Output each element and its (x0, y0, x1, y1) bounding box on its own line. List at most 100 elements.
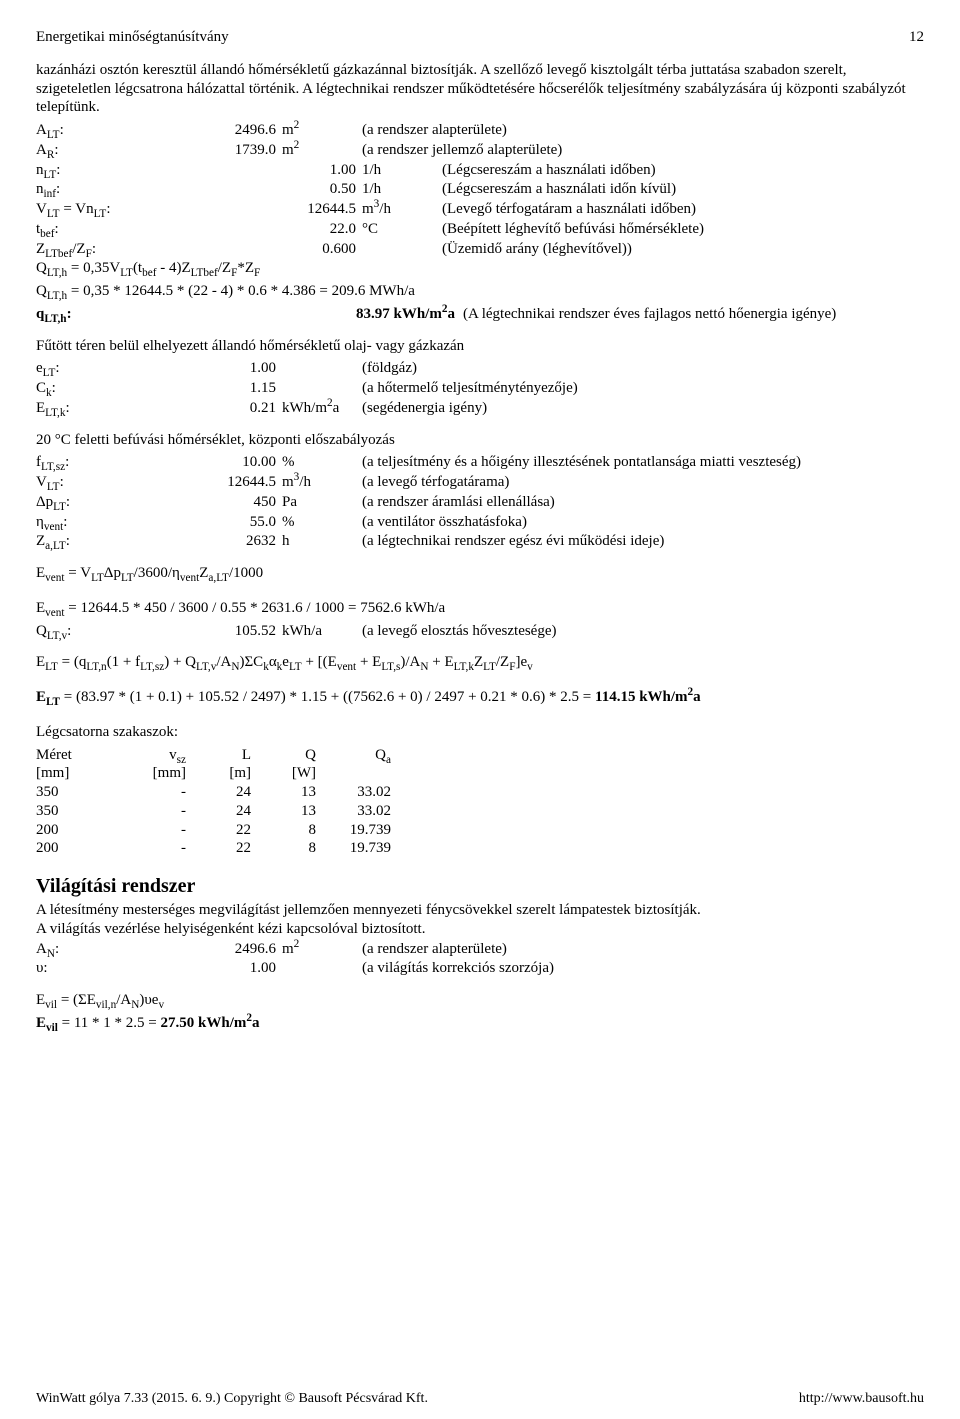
tbef-desc: (Beépített léghevítő befúvási hőmérsékle… (442, 220, 924, 239)
evil-eq1: Evil = (ΣEvil,n/AN)υev (36, 991, 924, 1010)
nvent-label: ηvent: (36, 513, 156, 532)
vlt-label: VLT = VnLT: (36, 200, 156, 219)
zalt-value: 2632 (156, 532, 282, 551)
dplt-desc: (a rendszer áramlási ellenállása) (362, 493, 924, 512)
unit-meret: [mm] (36, 764, 116, 783)
cell: 22 (196, 821, 261, 840)
cell: 13 (261, 802, 326, 821)
elt-eq: ELT = (qLT,n(1 + fLT,sz) + QLT,v/AN)ΣCkα… (36, 653, 924, 672)
ck-value: 1.15 (156, 379, 282, 398)
eltk-value: 0.21 (156, 399, 282, 418)
cell: 350 (36, 783, 116, 802)
event-eq2: Event = 12644.5 * 450 / 3600 / 0.55 * 26… (36, 599, 924, 618)
cell: 24 (196, 802, 261, 821)
table-row: [mm] [mm] [m] [W] (36, 764, 401, 783)
bef-title: 20 °C feletti befúvási hőmérséklet, közp… (36, 431, 924, 450)
nvent-value: 55.0 (156, 513, 282, 532)
qltv-unit: kWh/a (282, 622, 362, 641)
cell: 24 (196, 783, 261, 802)
qlth-eq1: QLT,h = 0,35VLT(tbef - 4)ZLTbef/ZF*ZF (36, 259, 924, 278)
table-row: 350-241333.02 (36, 783, 401, 802)
table-row: 200-22819.739 (36, 839, 401, 858)
unit-l: [m] (196, 764, 261, 783)
fltsz-value: 10.00 (156, 453, 282, 472)
table-row: 200-22819.739 (36, 821, 401, 840)
cell: 200 (36, 821, 116, 840)
col-meret: Méret (36, 746, 116, 765)
cell: - (116, 821, 196, 840)
nvent-unit: % (282, 513, 362, 532)
nlt-value: 1.00 (156, 161, 362, 180)
cell: 19.739 (326, 821, 401, 840)
cell: 8 (261, 839, 326, 858)
duct-table: Méret vsz L Q Qa [mm] [mm] [m] [W] 350-2… (36, 746, 401, 859)
v-desc: (a világítás korrekciós szorzója) (362, 959, 924, 978)
an-desc: (a rendszer alapterülete) (362, 940, 924, 959)
cell: 200 (36, 839, 116, 858)
ar-label: AR: (36, 141, 156, 160)
cell: 13 (261, 783, 326, 802)
qlth-desc: (A légtechnikai rendszer éves fajlagos n… (455, 305, 836, 324)
kazan-title: Fűtött téren belül elhelyezett állandó h… (36, 337, 924, 356)
alt-value: 2496.6 (156, 121, 282, 140)
ar-desc: (a rendszer jellemző alapterülete) (362, 141, 924, 160)
alt-unit: m2 (282, 121, 362, 140)
ninf-value: 0.50 (156, 180, 362, 199)
cell: 19.739 (326, 839, 401, 858)
col-qa: Qa (326, 746, 401, 765)
duct-title: Légcsatorna szakaszok: (36, 723, 924, 742)
evil-eq2: Evil = 11 * 1 * 2.5 = 27.50 kWh/m2a (36, 1014, 924, 1033)
zalt-unit: h (282, 532, 362, 551)
zalt-label: Za,LT: (36, 532, 156, 551)
dplt-unit: Pa (282, 493, 362, 512)
nlt-label: nLT: (36, 161, 156, 180)
z-desc: (Üzemidő arány (léghevítővel)) (442, 240, 924, 259)
vlt2-value: 12644.5 (156, 473, 282, 492)
vil-p1: A létesítmény mesterséges megvilágítást … (36, 901, 924, 920)
qltv-label: QLT,v: (36, 622, 156, 641)
eltk-label: ELT,k: (36, 399, 156, 418)
dplt-value: 450 (156, 493, 282, 512)
vlt-value: 12644.5 (156, 200, 362, 219)
eltk-unit: kWh/m2a (282, 399, 362, 418)
col-vsz: vsz (116, 746, 196, 765)
ninf-label: ninf: (36, 180, 156, 199)
cell: 8 (261, 821, 326, 840)
unit-vsz: [mm] (116, 764, 196, 783)
dplt-label: ΔpLT: (36, 493, 156, 512)
page-number: 12 (909, 28, 924, 47)
alt-label: ALT: (36, 121, 156, 140)
tbef-label: tbef: (36, 220, 156, 239)
footer-right: http://www.bausoft.hu (799, 1390, 924, 1408)
ar-unit: m2 (282, 141, 362, 160)
v-value: 1.00 (156, 959, 282, 978)
event-eq1: Event = VLTΔpLT/3600/ηventZa,LT/1000 (36, 564, 924, 583)
vlt2-desc: (a levegő térfogatárama) (362, 473, 924, 492)
v-label: υ: (36, 959, 156, 978)
cell: - (116, 783, 196, 802)
table-row: Méret vsz L Q Qa (36, 746, 401, 765)
fltsz-unit: % (282, 453, 362, 472)
z-value: 0.600 (156, 240, 362, 259)
fltsz-desc: (a teljesítmény és a hőigény illesztésén… (362, 453, 924, 472)
qlth-value: 83.97 kWh/m2a (356, 305, 455, 324)
elt-result: ELT = (83.97 * (1 + 0.1) + 105.52 / 2497… (36, 688, 924, 707)
unit-qa (326, 764, 401, 783)
an-unit: m2 (282, 940, 362, 959)
nvent-desc: (a ventilátor összhatásfoka) (362, 513, 924, 532)
footer-left: WinWatt gólya 7.33 (2015. 6. 9.) Copyrig… (36, 1390, 428, 1408)
an-value: 2496.6 (156, 940, 282, 959)
vlt2-label: VLT: (36, 473, 156, 492)
vil-p2: A világítás vezérlése helyiségenként kéz… (36, 920, 924, 939)
cell: 22 (196, 839, 261, 858)
ck-label: Ck: (36, 379, 156, 398)
qlth-label: qLT,h: (36, 305, 156, 324)
zalt-desc: (a légtechnikai rendszer egész évi működ… (362, 532, 924, 551)
vlt-desc: (Levegő térfogatáram a használati időben… (442, 200, 924, 219)
eltk-desc: (segédenergia igény) (362, 399, 924, 418)
cell: - (116, 802, 196, 821)
ninf-desc: (Légcsereszám a használati időn kívül) (442, 180, 924, 199)
ck-desc: (a hőtermelő teljesítménytényezője) (362, 379, 924, 398)
qltv-desc: (a levegő elosztás hővesztesége) (362, 622, 924, 641)
elt2-value: 1.00 (156, 359, 282, 378)
